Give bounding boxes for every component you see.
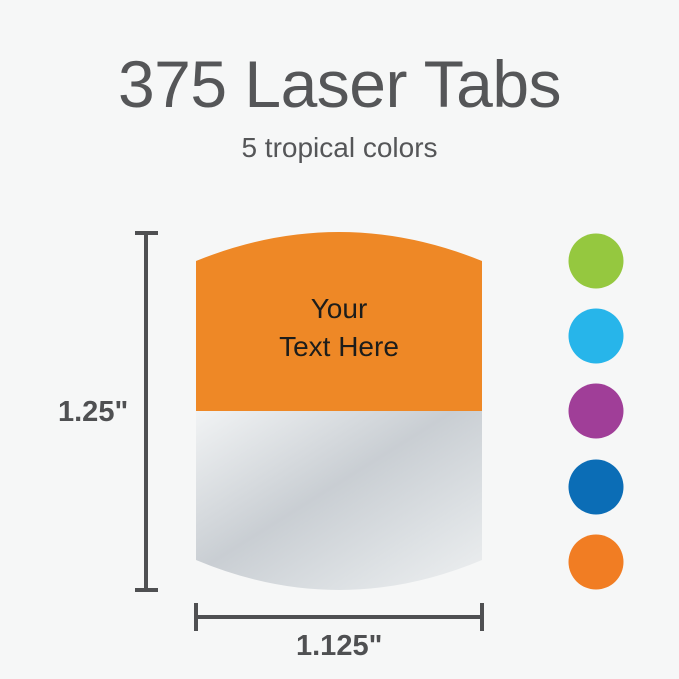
color-swatch-orange [568,534,624,590]
width-dimension-line [194,603,484,631]
page-title: 375 Laser Tabs [117,47,562,121]
tab-text-line-1: Your [310,293,368,324]
color-swatch-light-blue [568,308,624,364]
tab-text: Your Text Here [196,290,482,366]
subtitle: 5 tropical colors [241,132,438,163]
color-swatch-blue [568,459,624,515]
tab-text-line-2: Text Here [279,331,399,362]
color-swatch-green [568,233,624,289]
tab-silver-bottom [196,411,482,590]
height-dimension-line [135,231,158,592]
height-label: 1.25" [58,396,129,428]
tab-colored-top [196,232,482,411]
color-swatch-purple [568,383,624,439]
width-label: 1.125" [296,630,383,662]
